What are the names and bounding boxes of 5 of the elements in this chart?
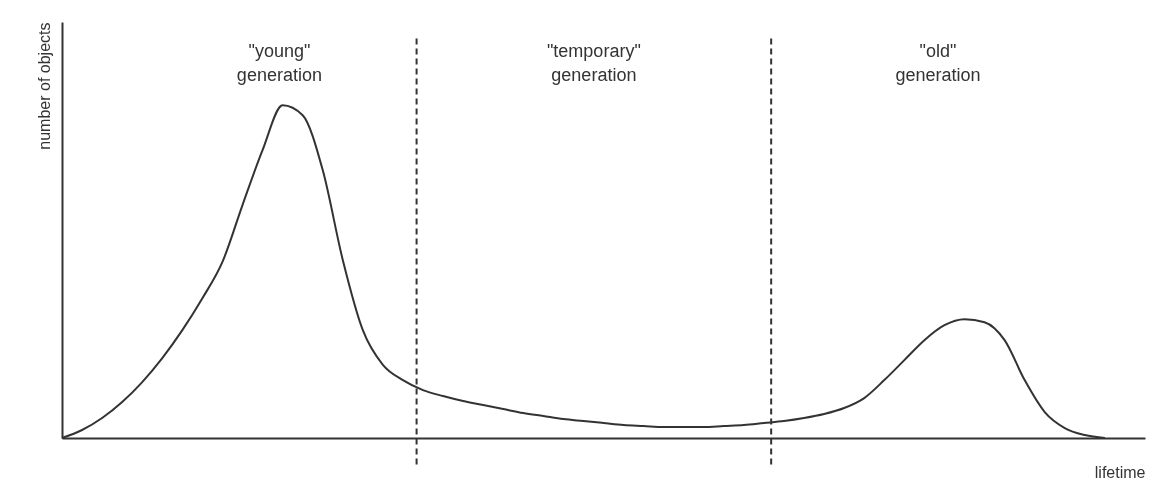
text: "old" generation [895,40,981,85]
x-axis-title: lifetime [1094,463,1146,481]
text: "temporary" generation [546,40,641,85]
text: "young" generation [236,40,322,85]
y-axis-title: number of objects [35,22,53,150]
